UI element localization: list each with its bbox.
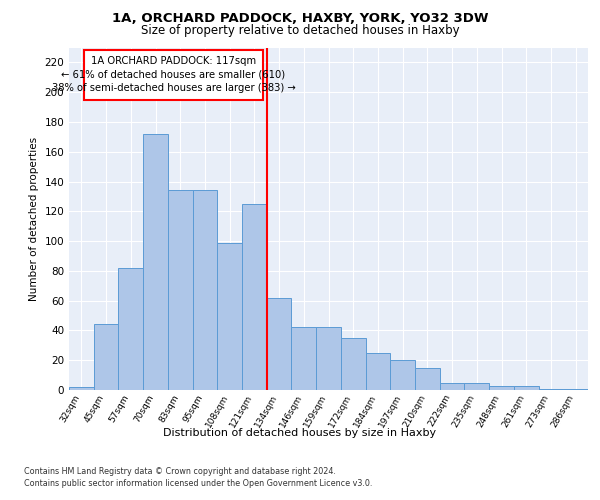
Text: ← 61% of detached houses are smaller (610): ← 61% of detached houses are smaller (61… — [61, 70, 286, 80]
Bar — [514, 386, 539, 390]
Bar — [267, 298, 292, 390]
Bar — [440, 382, 464, 390]
Text: Distribution of detached houses by size in Haxby: Distribution of detached houses by size … — [163, 428, 437, 438]
Bar — [539, 388, 563, 390]
Bar — [217, 242, 242, 390]
Bar — [365, 353, 390, 390]
Bar — [341, 338, 365, 390]
Bar — [193, 190, 217, 390]
Text: 1A, ORCHARD PADDOCK, HAXBY, YORK, YO32 3DW: 1A, ORCHARD PADDOCK, HAXBY, YORK, YO32 3… — [112, 12, 488, 26]
FancyBboxPatch shape — [84, 50, 263, 100]
Bar — [94, 324, 118, 390]
Bar — [316, 328, 341, 390]
Bar — [292, 328, 316, 390]
Bar — [118, 268, 143, 390]
Text: Contains HM Land Registry data © Crown copyright and database right 2024.: Contains HM Land Registry data © Crown c… — [24, 468, 336, 476]
Bar — [168, 190, 193, 390]
Text: Size of property relative to detached houses in Haxby: Size of property relative to detached ho… — [140, 24, 460, 37]
Text: 1A ORCHARD PADDOCK: 117sqm: 1A ORCHARD PADDOCK: 117sqm — [91, 56, 256, 66]
Text: Contains public sector information licensed under the Open Government Licence v3: Contains public sector information licen… — [24, 478, 373, 488]
Bar — [489, 386, 514, 390]
Bar — [415, 368, 440, 390]
Bar — [69, 387, 94, 390]
Bar — [390, 360, 415, 390]
Bar — [464, 382, 489, 390]
Y-axis label: Number of detached properties: Number of detached properties — [29, 136, 39, 301]
Bar — [242, 204, 267, 390]
Text: 38% of semi-detached houses are larger (383) →: 38% of semi-detached houses are larger (… — [52, 83, 295, 93]
Bar — [563, 388, 588, 390]
Bar — [143, 134, 168, 390]
